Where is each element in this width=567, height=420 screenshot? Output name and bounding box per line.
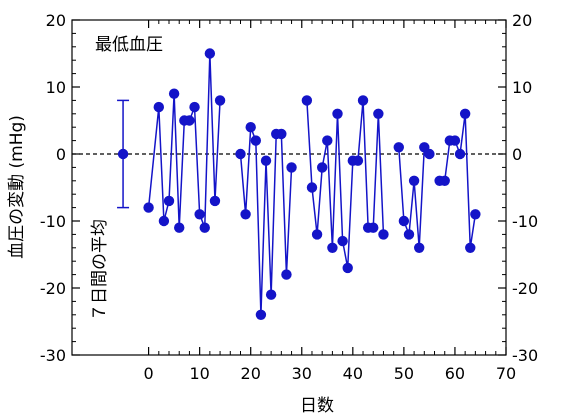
y-tick-label-left: 20 <box>46 11 66 30</box>
chart-title: 最低血圧 <box>95 35 163 55</box>
data-point <box>408 175 420 186</box>
data-point <box>209 195 221 207</box>
data-point <box>276 128 287 140</box>
data-point <box>373 108 384 120</box>
x-tick-label: 30 <box>292 364 312 383</box>
data-point <box>470 209 481 220</box>
data-point <box>235 148 246 160</box>
data-point <box>250 135 262 146</box>
series-layer <box>143 48 481 320</box>
data-point <box>143 202 154 213</box>
data-point <box>189 101 200 113</box>
data-point <box>439 175 450 186</box>
data-point <box>255 309 267 320</box>
y-tick-label-left: 0 <box>56 145 66 164</box>
data-point <box>281 269 292 280</box>
data-point <box>322 135 333 146</box>
data-point <box>454 148 466 160</box>
data-point <box>403 229 415 240</box>
data-point <box>378 229 389 240</box>
y-tick-label-left: -10 <box>40 212 66 231</box>
data-point <box>316 162 328 173</box>
data-point <box>449 135 461 146</box>
data-point <box>352 155 364 166</box>
x-tick-label: 60 <box>445 364 465 383</box>
data-point <box>214 95 226 106</box>
data-point <box>286 162 297 173</box>
y-tick-label-right: -30 <box>512 346 538 365</box>
data-point <box>459 108 471 120</box>
y-tick-label-right: 10 <box>512 78 532 97</box>
data-point <box>245 122 256 133</box>
mean-point <box>117 148 129 160</box>
data-point <box>174 222 185 233</box>
data-point <box>424 148 435 160</box>
data-point <box>368 222 379 233</box>
data-point <box>398 215 410 227</box>
series-line <box>147 53 221 228</box>
y-tick-label-right: 20 <box>512 11 532 30</box>
x-tick-label: 40 <box>343 364 363 383</box>
data-point <box>184 115 195 126</box>
x-tick-label: 10 <box>189 364 209 383</box>
data-point <box>153 101 164 113</box>
data-point <box>199 222 210 233</box>
data-point <box>311 229 323 240</box>
ticks-layer: -30 -30 -20 -20 -10 -10 0 0 10 10 20 20 0 10 20 30 40 50 6… <box>40 11 538 383</box>
y-tick-label-right: 0 <box>512 145 522 164</box>
y-tick-label-left: -20 <box>40 279 66 298</box>
data-point <box>306 182 318 193</box>
x-tick-label: 70 <box>496 364 516 383</box>
mean-layer <box>117 99 130 209</box>
series-line <box>439 113 477 248</box>
data-point <box>240 209 251 220</box>
data-point <box>332 108 343 120</box>
data-point <box>168 88 180 99</box>
data-point <box>327 242 338 253</box>
data-point <box>260 155 272 166</box>
y-tick-label-left: -30 <box>40 346 66 365</box>
x-axis-title: 日数 <box>300 396 334 416</box>
y-tick-label-right: -10 <box>512 212 538 231</box>
data-point <box>204 48 216 59</box>
data-point <box>194 209 205 220</box>
data-point <box>465 242 476 253</box>
data-point <box>414 242 425 253</box>
x-tick-label: 50 <box>394 364 414 383</box>
x-tick-label: 0 <box>143 364 153 383</box>
data-point <box>301 95 313 106</box>
plot-frame <box>71 19 507 356</box>
series-line <box>398 145 431 248</box>
series-line <box>239 126 293 315</box>
data-point <box>342 262 353 274</box>
data-point <box>163 195 175 207</box>
data-point <box>337 235 348 247</box>
data-point <box>158 215 170 227</box>
y-tick-label-left: 10 <box>46 78 66 97</box>
data-point <box>265 289 277 300</box>
mean-label: ７日間の平均 <box>90 219 110 321</box>
x-tick-label: 20 <box>241 364 261 383</box>
y-tick-label-right: -20 <box>512 279 538 298</box>
y-axis-title: 血圧の変動 (mHg) <box>7 115 27 259</box>
data-point <box>393 142 404 153</box>
data-point <box>357 95 369 106</box>
